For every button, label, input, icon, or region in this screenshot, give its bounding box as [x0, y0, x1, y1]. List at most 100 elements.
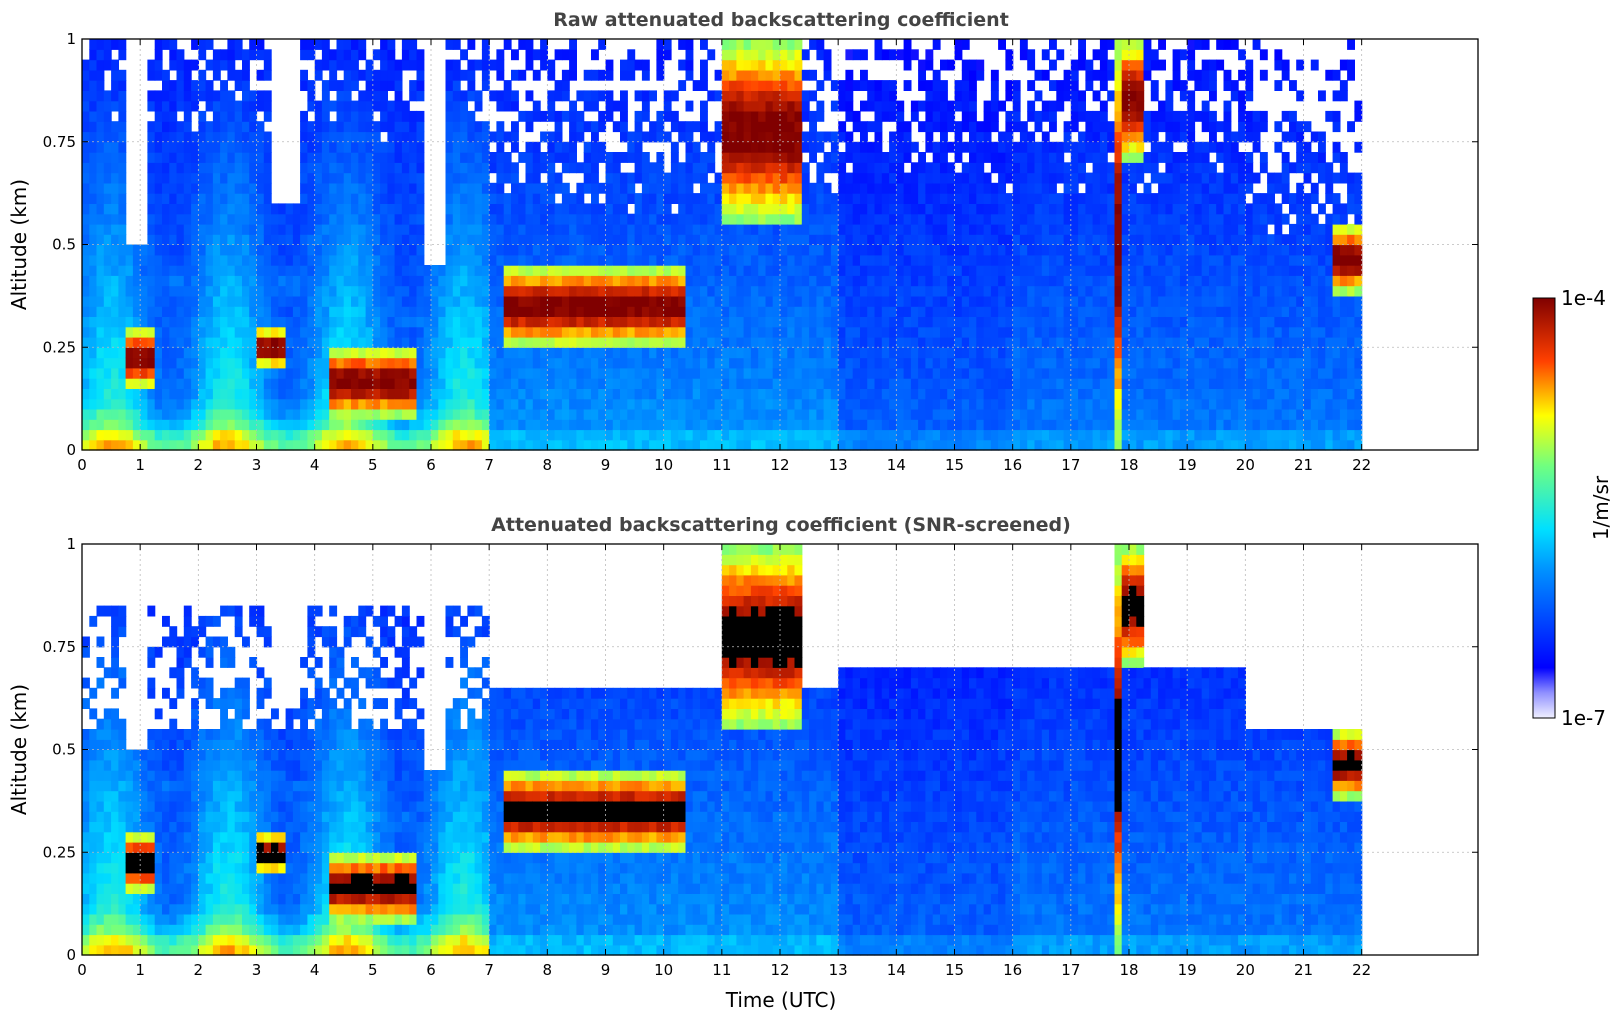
heatmap-cell [983, 378, 992, 389]
heatmap-cell [191, 275, 199, 287]
heatmap-cell [583, 152, 592, 163]
heatmap-cell [569, 388, 577, 400]
heatmap-cell [634, 316, 643, 328]
heatmap-cell [721, 429, 730, 441]
heatmap-cell [540, 265, 548, 276]
heatmap-cell [256, 39, 265, 50]
heatmap-cell [1078, 347, 1086, 359]
heatmap-cell [169, 367, 178, 379]
heatmap-cell [685, 49, 694, 61]
heatmap-cell [816, 439, 825, 451]
heatmap-cell [394, 213, 403, 225]
heatmap-cell [612, 203, 621, 215]
heatmap-cell [518, 254, 527, 266]
heatmap-cell [925, 295, 934, 307]
heatmap-cell [881, 49, 890, 61]
heatmap-cell [685, 254, 694, 266]
heatmap-cell [198, 398, 207, 410]
heatmap-cell [1019, 39, 1028, 50]
heatmap-cell [300, 172, 308, 184]
heatmap-cell [823, 275, 832, 287]
heatmap-cell [736, 244, 745, 256]
heatmap-cell [314, 439, 323, 451]
heatmap-cell [627, 193, 636, 204]
heatmap-cell [329, 254, 338, 266]
heatmap-cell [605, 244, 614, 256]
heatmap-cell [656, 347, 665, 359]
heatmap-cell [947, 100, 956, 112]
heatmap-cell [1049, 213, 1057, 225]
heatmap-cell [154, 110, 163, 122]
heatmap-cell [874, 203, 883, 215]
heatmap-cell [431, 408, 439, 420]
heatmap-cell [750, 193, 759, 204]
heatmap-cell [140, 439, 149, 451]
heatmap-cell [860, 69, 868, 81]
heatmap-cell [372, 275, 381, 287]
heatmap-cell [1099, 100, 1108, 112]
heatmap-cell [1019, 182, 1028, 194]
heatmap-cell [678, 357, 687, 369]
heatmap-cell [227, 69, 236, 81]
heatmap-cell [641, 429, 650, 441]
heatmap-cell [365, 69, 374, 81]
heatmap-cell [700, 306, 708, 317]
heatmap-cell [96, 193, 105, 204]
heatmap-cell [990, 80, 999, 91]
heatmap-cell [431, 347, 439, 359]
heatmap-cell [365, 378, 374, 389]
heatmap-cell [649, 326, 657, 338]
heatmap-cell [1114, 357, 1123, 369]
heatmap-cell [794, 439, 803, 451]
heatmap-cell [249, 285, 258, 297]
heatmap-cell [496, 162, 505, 174]
heatmap-cell [438, 429, 447, 441]
heatmap-cell [198, 408, 207, 420]
heatmap-cell [903, 244, 912, 256]
heatmap-cell [474, 347, 483, 359]
heatmap-cell [1041, 306, 1050, 317]
heatmap-cell [961, 244, 970, 256]
heatmap-cell [961, 388, 970, 400]
heatmap-cell [1005, 398, 1014, 410]
heatmap-cell [1085, 408, 1094, 420]
heatmap-cell [285, 295, 294, 307]
heatmap-cell [918, 316, 926, 328]
heatmap-cell [576, 367, 585, 379]
heatmap-cell [372, 429, 381, 441]
heatmap-cell [460, 172, 468, 184]
heatmap-cell [1063, 275, 1072, 287]
heatmap-cell [750, 285, 759, 297]
heatmap-cell [96, 326, 105, 338]
heatmap-cell [256, 244, 265, 256]
heatmap-cell [765, 429, 774, 441]
heatmap-cell [307, 439, 316, 451]
heatmap-cell [700, 295, 708, 307]
heatmap-cell [511, 162, 519, 174]
heatmap-cell [234, 110, 243, 122]
heatmap-cell [321, 408, 330, 420]
heatmap-cell [234, 378, 243, 389]
heatmap-cell [605, 347, 614, 359]
heatmap-cell [838, 388, 847, 400]
heatmap-cell [401, 131, 410, 143]
heatmap-cell [191, 326, 199, 338]
heatmap-cell [103, 182, 112, 194]
heatmap-cell [765, 398, 774, 410]
heatmap-cell [1005, 254, 1014, 266]
heatmap-cell [242, 378, 250, 389]
heatmap-cell [881, 182, 890, 194]
heatmap-cell [874, 172, 883, 184]
heatmap-cell [670, 213, 679, 225]
heatmap-cell [329, 213, 338, 225]
heatmap-cell [82, 347, 90, 359]
heatmap-cell [474, 306, 483, 317]
heatmap-cell [576, 182, 585, 194]
heatmap-cell [1019, 306, 1028, 317]
heatmap-cell [358, 203, 367, 215]
heatmap-cell [663, 182, 672, 194]
heatmap-cell [263, 439, 272, 451]
heatmap-cell [103, 337, 112, 348]
heatmap-cell [474, 182, 483, 194]
heatmap-cell [394, 59, 403, 71]
